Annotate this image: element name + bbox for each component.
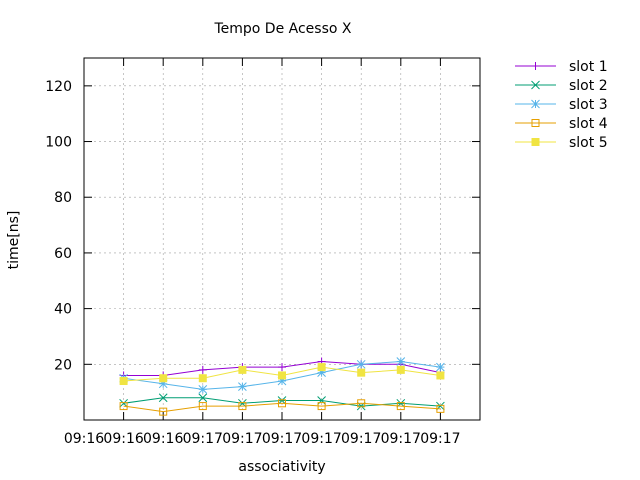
y-tick-label: 100 bbox=[45, 135, 72, 151]
data-point bbox=[436, 404, 445, 413]
data-point bbox=[278, 371, 286, 380]
legend-entry: slot 1 bbox=[515, 59, 608, 75]
data-point bbox=[317, 363, 326, 372]
x-axis-label: associativity bbox=[238, 459, 325, 475]
data-point bbox=[396, 365, 405, 374]
legend-marker bbox=[531, 99, 540, 109]
y-tick-label: 20 bbox=[54, 357, 72, 373]
series-3 bbox=[119, 357, 445, 394]
legend-marker bbox=[531, 62, 540, 70]
data-point bbox=[238, 365, 247, 374]
data-point bbox=[356, 359, 366, 369]
data-point bbox=[396, 402, 405, 411]
data-point bbox=[198, 365, 207, 374]
data-point bbox=[159, 374, 168, 383]
y-tick-label: 120 bbox=[45, 79, 72, 95]
legend-entry: slot 2 bbox=[515, 78, 608, 94]
x-tick-label: 09:17 bbox=[301, 431, 341, 447]
legend-label: slot 1 bbox=[569, 59, 608, 75]
data-point bbox=[158, 393, 168, 403]
legend-label: slot 3 bbox=[569, 97, 608, 113]
data-point bbox=[238, 382, 247, 391]
plot-border bbox=[83, 57, 481, 421]
data-point bbox=[198, 393, 208, 403]
data-point bbox=[278, 399, 286, 408]
series-5 bbox=[119, 363, 445, 386]
x-tick-label: 09:17 bbox=[262, 431, 302, 447]
y-tick-label: 60 bbox=[54, 246, 72, 262]
series-line bbox=[123, 402, 441, 413]
legend-entry: slot 5 bbox=[515, 135, 608, 151]
data-point bbox=[198, 402, 207, 411]
series-4 bbox=[119, 399, 445, 416]
data-point bbox=[238, 402, 247, 411]
data-point bbox=[119, 402, 128, 411]
legend-marker bbox=[531, 80, 540, 90]
legend-label: slot 5 bbox=[569, 135, 608, 151]
legend-entry: slot 4 bbox=[515, 116, 608, 132]
y-tick-label: 40 bbox=[54, 302, 72, 318]
series-layer bbox=[119, 357, 445, 416]
x-tick-label: 09:17 bbox=[381, 431, 421, 447]
data-point bbox=[159, 407, 168, 416]
legend-label: slot 4 bbox=[569, 116, 608, 132]
x-tick-label: 09:17 bbox=[341, 431, 381, 447]
data-point bbox=[357, 368, 366, 377]
series-2 bbox=[119, 393, 445, 411]
legend: slot 1 slot 2 slot 3 slot 4 slot 5 bbox=[515, 59, 608, 151]
x-tick-label: 09:17 bbox=[420, 431, 460, 447]
legend-marker bbox=[531, 138, 540, 146]
data-point bbox=[198, 374, 207, 383]
data-point bbox=[436, 362, 445, 372]
data-point bbox=[278, 363, 286, 372]
data-point bbox=[317, 396, 326, 405]
x-tick-label: 09:17 bbox=[183, 431, 223, 447]
data-point bbox=[396, 357, 406, 366]
y-axis-label: time[ns] bbox=[6, 211, 22, 270]
y-tick-label: 80 bbox=[54, 190, 72, 206]
data-point bbox=[357, 399, 366, 408]
x-tick-label: 09:16 bbox=[64, 431, 104, 447]
legend-label: slot 2 bbox=[569, 78, 608, 94]
data-point bbox=[317, 402, 326, 411]
chart-title: Tempo De Acesso X bbox=[213, 21, 351, 37]
data-point bbox=[436, 371, 445, 380]
x-tick-label: 09:16 bbox=[143, 431, 183, 447]
legend-entry: slot 3 bbox=[515, 97, 608, 113]
legend-marker bbox=[531, 119, 540, 127]
data-point bbox=[119, 377, 128, 386]
x-tick-label: 09:16 bbox=[103, 431, 143, 447]
data-point bbox=[198, 385, 208, 394]
x-tick-label: 09:17 bbox=[222, 431, 262, 447]
